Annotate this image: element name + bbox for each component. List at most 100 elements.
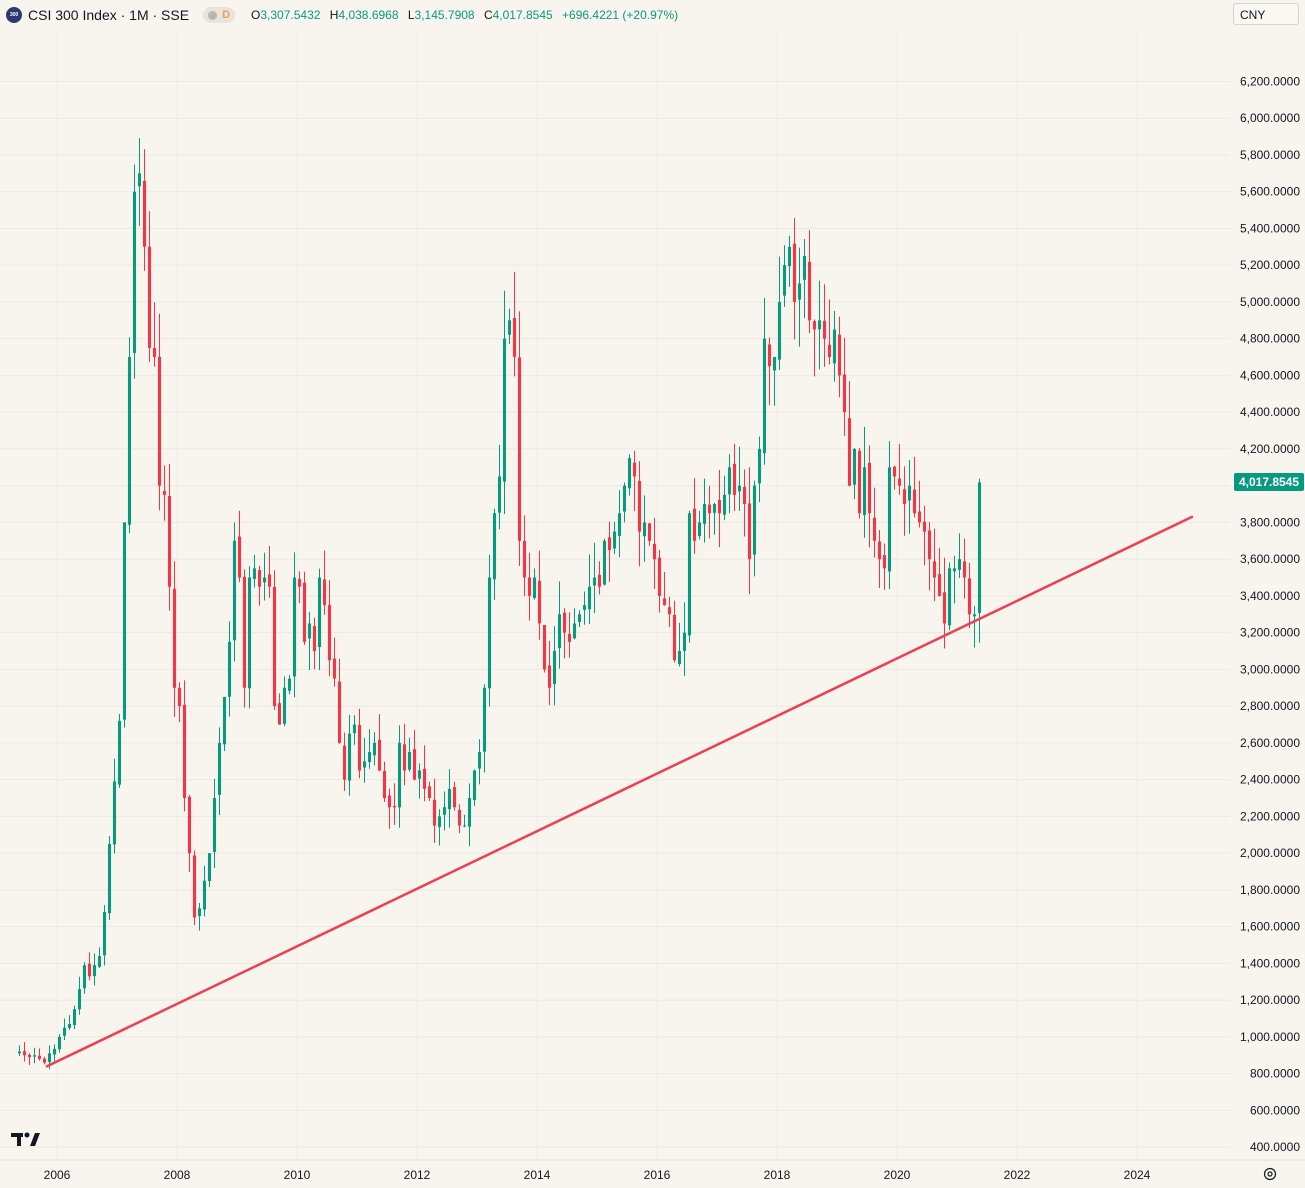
- candle: [872, 487, 877, 558]
- candle: [167, 463, 172, 611]
- candle-body: [177, 687, 182, 707]
- candle-body: [217, 742, 222, 795]
- candle: [497, 444, 502, 530]
- open-label: O: [251, 8, 261, 22]
- high-label: H: [329, 8, 339, 22]
- candle-body: [772, 357, 777, 371]
- price-tick-label: 6,000.0000: [1240, 111, 1300, 125]
- candle: [277, 693, 282, 725]
- candle-body: [347, 733, 352, 781]
- open-value: 3,307.5432: [260, 8, 321, 22]
- candle-body: [827, 344, 832, 358]
- candle-body: [937, 574, 942, 596]
- candle: [592, 542, 597, 614]
- candle: [582, 591, 587, 625]
- tradingview-logo[interactable]: [10, 1129, 42, 1152]
- candle: [752, 480, 757, 577]
- candle: [427, 781, 432, 801]
- candle-body: [517, 357, 522, 541]
- candle: [902, 466, 907, 536]
- candle: [827, 299, 832, 365]
- candle: [852, 447, 857, 500]
- candle: [632, 450, 637, 512]
- candle-body: [352, 724, 357, 734]
- candle-body: [42, 1058, 47, 1063]
- candle-body: [442, 807, 447, 815]
- price-axis[interactable]: 400.0000 600.0000 800.0000 1,000.0000 1,200.…: [1240, 74, 1300, 1154]
- candle-body: [832, 329, 837, 364]
- low-value: 3,145.7908: [414, 8, 475, 22]
- candle-body: [887, 467, 892, 572]
- close-label: C: [483, 8, 493, 22]
- candle: [122, 522, 127, 728]
- candle-body: [967, 578, 972, 615]
- candle: [882, 543, 887, 590]
- candle-body: [532, 577, 537, 598]
- candle: [522, 515, 527, 597]
- candle-body: [842, 374, 847, 413]
- candle: [837, 316, 842, 398]
- candle-body: [597, 574, 602, 587]
- candle: [712, 502, 717, 535]
- price-tick-label: 4,400.0000: [1240, 405, 1300, 419]
- candle-body: [227, 641, 232, 697]
- candle-body: [52, 1048, 57, 1055]
- candle: [617, 490, 622, 558]
- candle-body: [472, 770, 477, 801]
- candle: [382, 761, 387, 803]
- chart-header: 300 CSI 300 Index · 1M · SSE D O3,307.54…: [6, 4, 678, 26]
- candle: [612, 521, 617, 555]
- candle: [17, 1045, 22, 1057]
- candle: [607, 521, 612, 582]
- tradingview-logo-icon: [11, 1132, 40, 1146]
- candle-body: [797, 283, 802, 300]
- close-value: 4,017.8545: [492, 8, 553, 22]
- candle-body: [977, 482, 982, 613]
- candle: [937, 547, 942, 597]
- time-axis[interactable]: 2006 2008 2010 2012 2014 2016 2018 2020 2022 2024: [44, 1168, 1151, 1182]
- candle-body: [457, 809, 462, 826]
- candle-body: [557, 614, 562, 649]
- candle: [232, 522, 237, 662]
- interval-flags[interactable]: D: [203, 7, 236, 23]
- candle: [817, 280, 822, 370]
- currency-selector[interactable]: CNY: [1233, 3, 1299, 25]
- candle: [727, 454, 732, 514]
- settings-gear-icon[interactable]: [1262, 1166, 1278, 1187]
- time-tick-label: 2014: [524, 1168, 551, 1182]
- candle: [687, 510, 692, 643]
- time-tick-label: 2006: [44, 1168, 71, 1182]
- candle: [152, 302, 157, 367]
- candle: [807, 230, 812, 334]
- candle: [247, 566, 252, 709]
- candle-body: [447, 788, 452, 810]
- candle: [177, 682, 182, 723]
- candle: [117, 713, 122, 788]
- candle-body: [37, 1055, 42, 1059]
- candle: [907, 460, 912, 534]
- candle: [327, 580, 332, 677]
- candle-body: [657, 557, 662, 596]
- candle: [207, 852, 212, 888]
- candle-body: [872, 517, 877, 541]
- candle: [922, 505, 927, 566]
- symbol-title[interactable]: CSI 300 Index · 1M · SSE: [28, 7, 190, 23]
- price-tick-label: 4,600.0000: [1240, 368, 1300, 382]
- candle-body: [487, 577, 492, 689]
- candle-body: [962, 561, 967, 578]
- candle: [502, 290, 507, 514]
- candle-body: [687, 513, 692, 636]
- trendline[interactable]: [45, 515, 1194, 1068]
- candle: [467, 783, 472, 847]
- status-circle-icon: [208, 10, 218, 20]
- candle-body: [702, 504, 707, 524]
- time-tick-label: 2018: [764, 1168, 791, 1182]
- candle: [162, 465, 167, 521]
- candle-body: [697, 522, 702, 537]
- candle: [52, 1044, 57, 1062]
- candle: [492, 508, 497, 601]
- candle-body: [117, 720, 122, 785]
- candle-body: [192, 855, 197, 918]
- candle-body: [207, 853, 212, 882]
